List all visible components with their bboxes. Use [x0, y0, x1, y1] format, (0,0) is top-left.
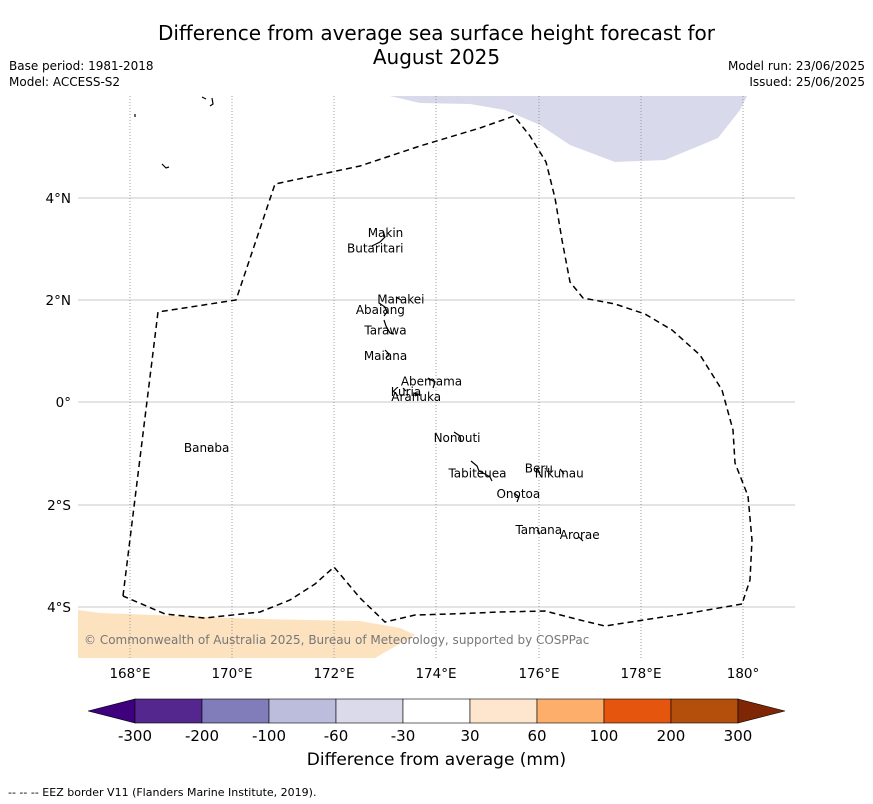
place-label-marakei: Marakei: [377, 293, 424, 307]
colorbar: -300 -200 -100 -60 -30 30 60 100 200 300: [87, 698, 786, 745]
colorbar-tick-label: -60: [324, 727, 349, 745]
colorbar-tick-label: -200: [185, 727, 219, 745]
colorbar-bin-6: [536, 698, 605, 724]
title-line-1: Difference from average sea surface heig…: [157, 21, 716, 45]
place-label-maiana: Maiana: [364, 349, 407, 363]
lon-tick-170e: 170°E: [211, 666, 252, 682]
place-label-tabiteuea: Tabiteuea: [447, 467, 506, 481]
meta-left: Base period: 1981-2018 Model: ACCESS-S2: [9, 58, 154, 90]
lon-tick-178e: 178°E: [620, 666, 661, 682]
place-label-tarawa: Tarawa: [363, 323, 406, 337]
colorbar-bin-0: [134, 698, 203, 724]
title-line-2: August 2025: [372, 45, 501, 69]
place-label-makin: Makin: [368, 226, 404, 240]
lon-tick-176e: 176°E: [518, 666, 559, 682]
place-label-butaritari: Butaritari: [347, 241, 404, 255]
colorbar-bin-1: [201, 698, 270, 724]
anomaly-region-negative: [390, 96, 747, 162]
lon-tick-172e: 172°E: [313, 666, 354, 682]
place-label-tamana: Tamana: [514, 523, 562, 537]
model-name: Model: ACCESS-S2: [9, 75, 121, 89]
place-label-nonouti: Nonouti: [434, 431, 481, 445]
place-label-onotoa: Onotoa: [496, 487, 540, 501]
colorbar-tick-label: -100: [252, 727, 286, 745]
colorbar-bin-7: [603, 698, 672, 724]
colorbar-bin-3: [335, 698, 404, 724]
colorbar-tick-label: 30: [460, 727, 479, 745]
copyright-text: © Commonwealth of Australia 2025, Bureau…: [84, 633, 589, 647]
colorbar-bin-8: [670, 698, 739, 724]
lat-tick-4s: 4°S: [47, 600, 71, 616]
place-label-banaba: Banaba: [184, 441, 230, 455]
longitude-gridlines: [129, 96, 744, 658]
lat-tick-2s: 2°S: [47, 498, 71, 514]
meta-right: Model run: 23/06/2025 Issued: 25/06/2025: [728, 58, 865, 90]
base-period: Base period: 1981-2018: [9, 59, 154, 73]
lon-tick-174e: 174°E: [415, 666, 456, 682]
place-label-nikunau: Nikunau: [535, 467, 584, 481]
islands: [134, 96, 584, 542]
eez-border: [122, 115, 753, 627]
colorbar-under-arrow: [87, 698, 136, 724]
place-label-abaiang: Abaiang: [356, 303, 405, 317]
colorbar-tick-label: -300: [118, 727, 152, 745]
lon-tick-180: 180°: [727, 666, 760, 682]
colorbar-bin-2: [268, 698, 337, 724]
lat-tick-4n: 4°N: [46, 191, 71, 207]
colorbar-tick-label: 100: [590, 727, 619, 745]
place-label-abemama: Abemama: [401, 375, 462, 389]
colorbar-bin-5: [469, 698, 538, 724]
eez-footer-note: -- -- -- EEZ border V11 (Flanders Marine…: [8, 786, 317, 799]
lat-tick-0: 0°: [56, 395, 71, 411]
place-label-arorae: Arorae: [560, 528, 600, 542]
colorbar-tick-label: -30: [391, 727, 416, 745]
issued-date: Issued: 25/06/2025: [749, 75, 865, 89]
colorbar-tick-label: 60: [527, 727, 546, 745]
place-label-kuria: Kuria: [391, 385, 422, 399]
model-run: Model run: 23/06/2025: [727, 59, 865, 73]
map-title: Difference from average sea surface heig…: [0, 21, 873, 69]
place-label-beru: Beru: [525, 462, 553, 476]
lat-tick-2n: 2°N: [46, 293, 71, 309]
lon-tick-168e: 168°E: [109, 666, 150, 682]
latitude-gridlines: [78, 197, 795, 608]
colorbar-bin-4: [402, 698, 471, 724]
colorbar-tick-label: 300: [724, 727, 753, 745]
colorbar-tick-label: 200: [657, 727, 686, 745]
place-label-aranuka: Aranuka: [391, 390, 441, 404]
colorbar-label: Difference from average (mm): [306, 750, 567, 770]
anomaly-region-positive: [78, 610, 415, 658]
colorbar-over-arrow: [737, 698, 786, 724]
